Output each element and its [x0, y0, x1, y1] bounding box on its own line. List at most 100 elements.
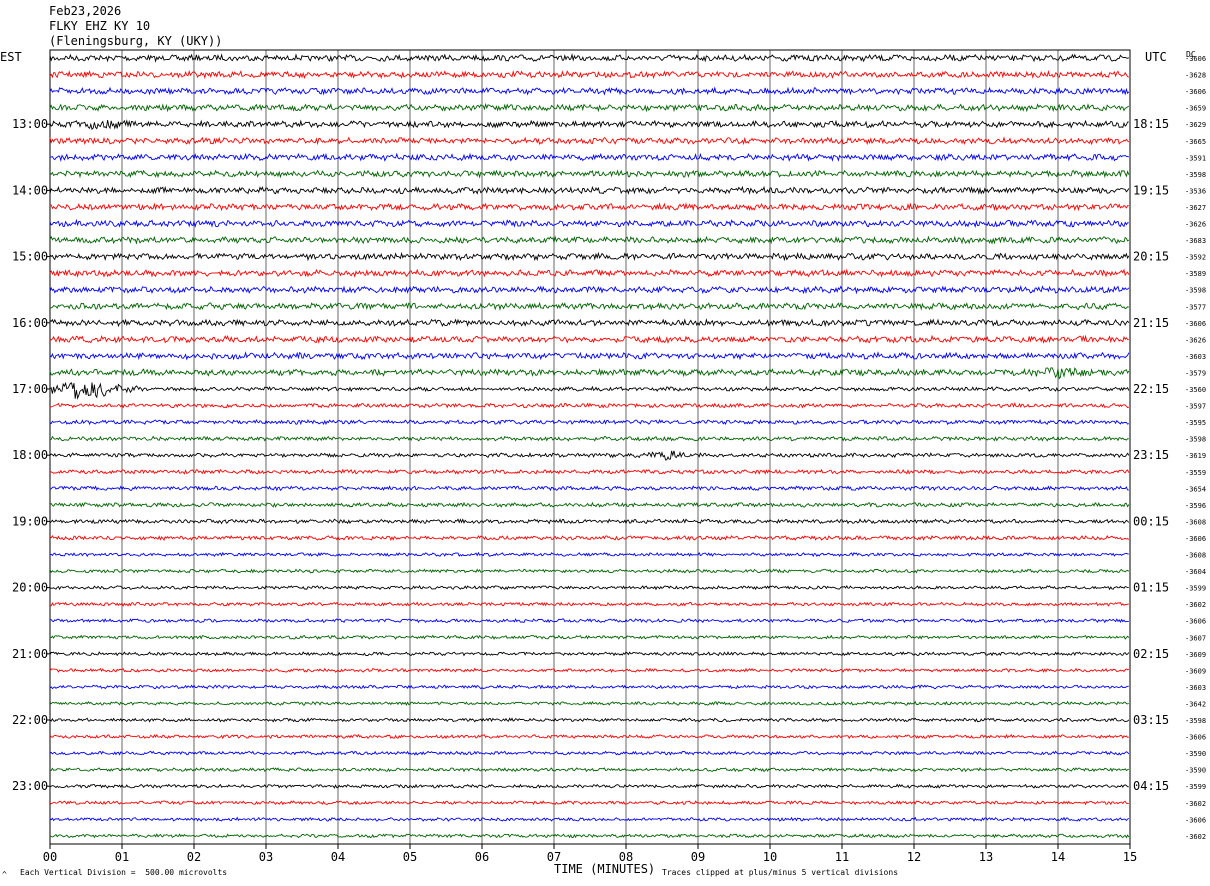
trace-row	[49, 202, 1129, 212]
trace-row	[49, 634, 1130, 640]
left-hour-label: 19:00	[12, 514, 48, 528]
x-tick-label: 15	[1123, 850, 1137, 864]
trace-row	[49, 584, 1129, 591]
left-timezone-label: EST	[0, 50, 22, 64]
dc-offset-label: -3590	[1185, 767, 1206, 775]
dc-offset-label: -3608	[1185, 552, 1206, 560]
trace-row	[49, 783, 1129, 789]
left-hour-label: 16:00	[12, 316, 48, 330]
dc-offset-label: -3598	[1185, 717, 1206, 725]
trace-row	[49, 268, 1130, 278]
trace-row	[49, 351, 1130, 361]
trace-row	[49, 651, 1130, 657]
dc-offset-label: -3602	[1185, 601, 1206, 609]
clip-note: Traces clipped at plus/minus 5 vertical …	[662, 868, 899, 877]
right-hour-label: 18:15	[1133, 117, 1169, 131]
dc-offset-label: -3629	[1185, 121, 1206, 129]
left-hour-label: 23:00	[12, 779, 48, 793]
trace-row	[49, 733, 1129, 740]
dc-offset-label: -3606	[1185, 320, 1206, 328]
trace-row	[49, 618, 1129, 624]
trace-row	[49, 501, 1130, 509]
x-tick-label: 10	[763, 850, 777, 864]
trace-row	[49, 119, 1129, 131]
trace-row	[49, 284, 1130, 295]
dc-offset-label: -3599	[1185, 783, 1206, 791]
header-date: Feb23,2026	[49, 4, 122, 18]
dc-offset-label: -3609	[1185, 651, 1206, 659]
trace-row	[49, 235, 1130, 245]
dc-offset-label: -3598	[1185, 171, 1206, 179]
trace-row	[49, 418, 1129, 426]
trace-row	[49, 381, 1130, 400]
trace-row	[49, 667, 1130, 674]
right-hour-label: 21:15	[1133, 316, 1169, 330]
trace-row	[49, 53, 1130, 63]
right-hour-label: 02:15	[1133, 647, 1169, 661]
trace-row	[49, 468, 1130, 475]
trace-row	[49, 218, 1129, 229]
x-tick-label: 02	[187, 850, 201, 864]
trace-row	[49, 301, 1129, 312]
right-hour-label: 20:15	[1133, 250, 1169, 264]
dc-offset-label: -3589	[1185, 270, 1206, 278]
dc-offset-label: -3595	[1185, 419, 1206, 427]
x-tick-label: 00	[43, 850, 57, 864]
left-hour-label: 18:00	[12, 448, 48, 462]
right-hour-label: 03:15	[1133, 713, 1169, 727]
x-tick-label: 03	[259, 850, 273, 864]
trace-row	[49, 568, 1130, 574]
header-location: (Fleningsburg, KY (UKY))	[49, 34, 223, 48]
left-hour-label: 22:00	[12, 713, 48, 727]
x-tick-label: 01	[115, 850, 129, 864]
dc-offset-label: -3683	[1185, 237, 1206, 245]
x-tick-label: 04	[331, 850, 345, 864]
dc-label: DC	[1186, 50, 1196, 59]
trace-row	[49, 534, 1130, 541]
dc-offset-label: -3606	[1185, 816, 1206, 824]
trace-row	[49, 485, 1129, 492]
trace-row	[49, 318, 1130, 328]
dc-offset-label: -3606	[1185, 618, 1206, 626]
dc-offset-label: -3608	[1185, 518, 1206, 526]
trace-row	[49, 435, 1129, 442]
x-tick-label: 12	[907, 850, 921, 864]
trace-row	[49, 251, 1130, 262]
left-hour-label: 15:00	[12, 250, 48, 264]
trace-row	[49, 700, 1129, 707]
trace-row	[49, 518, 1130, 525]
dc-offset-label: -3619	[1185, 452, 1206, 460]
header-station: FLKY EHZ KY 10	[49, 19, 151, 33]
x-tick-label: 13	[979, 850, 993, 864]
trace-row	[49, 402, 1129, 409]
dc-offset-label: -3577	[1185, 303, 1206, 311]
trace-row	[49, 833, 1130, 839]
right-hour-label: 23:15	[1133, 448, 1169, 462]
right-hour-label: 19:15	[1133, 183, 1169, 197]
left-hour-label: 17:00	[12, 382, 48, 396]
right-hour-label: 01:15	[1133, 581, 1169, 595]
dc-offset-label: -3602	[1185, 800, 1206, 808]
right-hour-label: 00:15	[1133, 514, 1169, 528]
dc-offset-label: -3626	[1185, 221, 1206, 229]
x-tick-label: 11	[835, 850, 849, 864]
dc-offset-label: -3597	[1185, 403, 1206, 411]
dc-offset-label: -3592	[1185, 254, 1206, 262]
x-tick-label: 08	[619, 850, 633, 864]
dc-offset-label: -3606	[1185, 734, 1206, 742]
trace-row	[49, 816, 1130, 822]
x-tick-label: 14	[1051, 850, 1065, 864]
scale-note: Each Vertical Division = 500.00 microvol…	[20, 868, 228, 877]
dc-offset-label: -3606	[1185, 55, 1206, 63]
x-tick-label: 06	[475, 850, 489, 864]
dc-offset-label: -3598	[1185, 436, 1206, 444]
left-hour-label: 21:00	[12, 647, 48, 661]
plot-frame	[49, 49, 1131, 845]
dc-offset-label: -3560	[1185, 386, 1206, 394]
trace-row	[49, 767, 1130, 773]
x-tick-label: 07	[547, 850, 561, 864]
trace-row	[49, 334, 1129, 345]
dc-offset-label: -3596	[1185, 502, 1206, 510]
dc-offset-label: -3603	[1185, 353, 1206, 361]
